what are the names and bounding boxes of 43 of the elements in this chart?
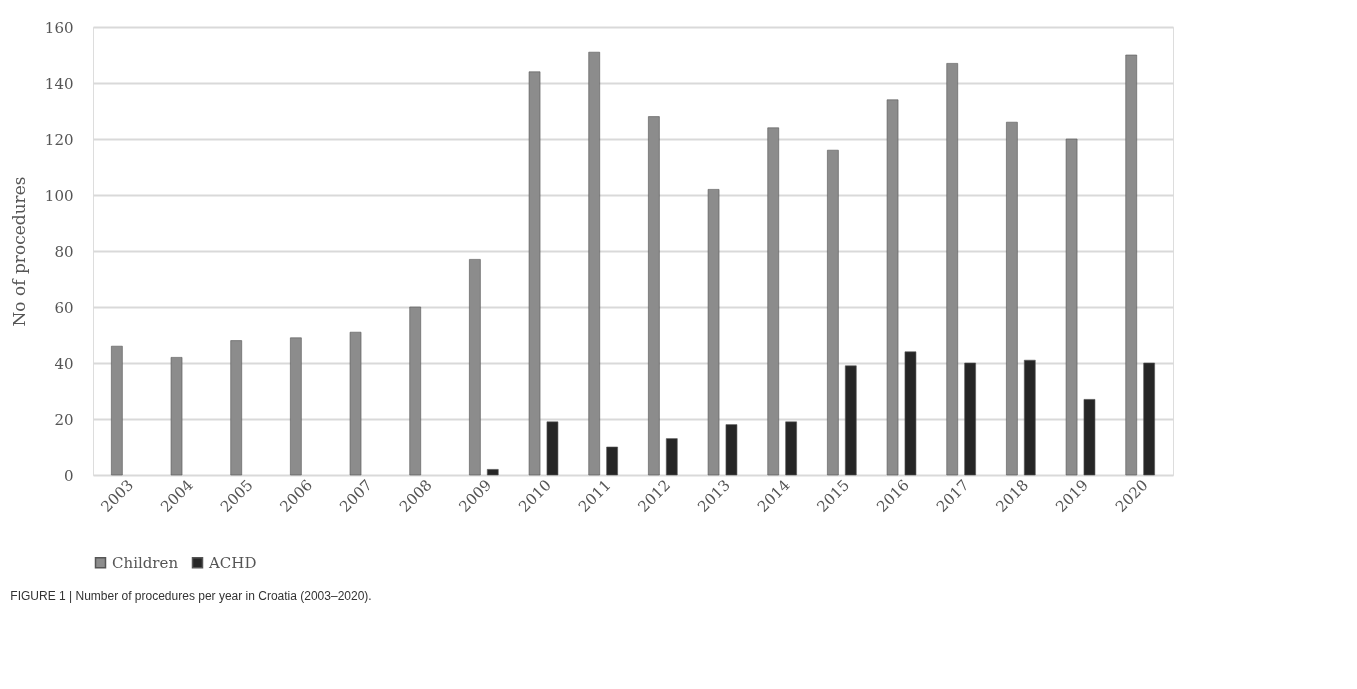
bar (886, 99, 899, 476)
bar (767, 127, 780, 476)
bar (1083, 399, 1096, 476)
y-tick-label: 140 (44, 74, 74, 93)
bar (546, 421, 559, 476)
bar (469, 259, 481, 476)
bar (588, 51, 601, 476)
y-tick-label: 0 (63, 466, 74, 485)
bar (827, 149, 839, 476)
caption: FIGURE 1 | Number of procedures per year in Croatia (2003–2020). (10, 589, 372, 603)
bar (844, 365, 857, 476)
y-tick-label: 100 (44, 186, 74, 205)
bar (785, 421, 797, 476)
bar (1006, 121, 1018, 476)
bar (946, 63, 959, 476)
bar (170, 357, 183, 476)
legend-label: ACHD (208, 553, 257, 572)
bar (528, 71, 541, 476)
bar (1065, 138, 1078, 476)
y-axis-title: No of procedures (8, 176, 29, 327)
bar (606, 446, 618, 476)
bar (486, 469, 499, 476)
bar (964, 362, 976, 476)
bar (1125, 54, 1138, 476)
bar (409, 306, 422, 476)
y-tick-label: 80 (54, 242, 74, 261)
y-tick-label: 160 (44, 18, 74, 37)
bar (1143, 362, 1155, 476)
bar (725, 424, 738, 476)
bar (230, 340, 242, 476)
bar (1024, 359, 1036, 476)
bar (648, 116, 660, 476)
y-tick-label: 40 (54, 354, 74, 373)
bar (665, 438, 678, 476)
bar (707, 189, 720, 476)
bar (349, 331, 362, 476)
bar (904, 351, 917, 476)
y-tick-label: 20 (54, 410, 74, 429)
y-tick-label: 120 (44, 130, 74, 149)
y-tick-label: 60 (54, 298, 74, 317)
bar (290, 337, 302, 476)
legend-label: Children (112, 553, 179, 572)
bar (111, 345, 123, 476)
